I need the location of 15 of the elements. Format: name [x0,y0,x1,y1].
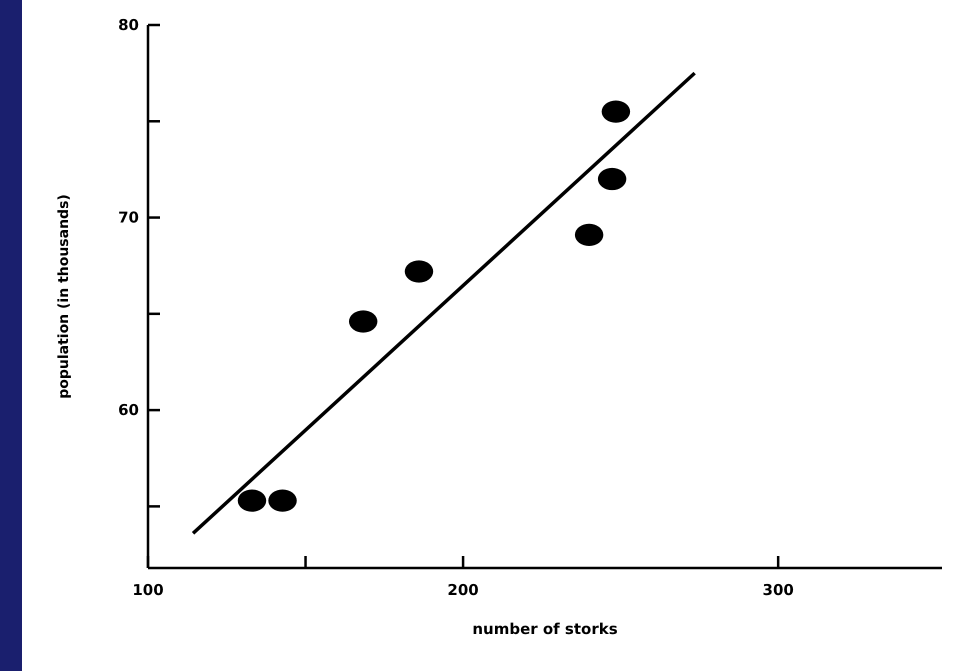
point [268,490,297,512]
x-axis-title: number of storks [472,620,618,638]
point [598,168,626,190]
x-tick-label: 200 [447,581,479,599]
y-tick-label: 60 [118,400,139,419]
point [348,310,378,333]
point [602,100,630,123]
point [404,260,434,283]
x-tick-label: 100 [132,581,164,599]
y-axis-title: population (in thousands) [56,194,72,399]
y-tick-label: 80 [118,16,139,34]
y-tick-label: 70 [118,208,139,226]
point [574,224,604,246]
point [238,490,266,512]
x-tick-label: 300 [762,581,794,599]
